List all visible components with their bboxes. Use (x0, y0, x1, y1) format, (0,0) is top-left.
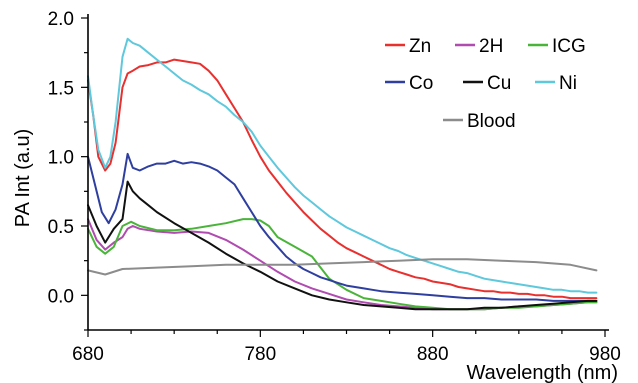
y-axis-title: PA Int (a.u) (12, 129, 34, 228)
legend-label-icg: ICG (552, 36, 586, 57)
axes (87, 14, 609, 331)
x-tick-label: 980 (589, 344, 621, 365)
ticks-layer: 680 780 880 980 0.0 0.5 1.0 1.5 2.0 (48, 9, 621, 365)
y-tick-label: 2.0 (48, 9, 74, 30)
series-line-ni (87, 37, 598, 294)
series-line-cu (87, 180, 598, 311)
y-tick-label: 1.5 (48, 78, 74, 99)
y-tick-label: 0.5 (48, 217, 74, 238)
series-line-co (87, 152, 598, 302)
x-tick-label: 880 (417, 344, 449, 365)
legend-label-zn: Zn (409, 36, 431, 57)
series-line-blood (87, 258, 598, 276)
series-line-zn (87, 58, 598, 300)
legend-label-blood: Blood (467, 111, 516, 132)
legend-label-ni: Ni (559, 73, 577, 94)
y-tick-label: 0.0 (48, 286, 74, 307)
x-tick-label: 780 (244, 344, 276, 365)
series-layer (87, 37, 598, 311)
legend-label-cu: Cu (487, 73, 511, 94)
legend: Zn 2H ICG Co Cu Ni Blood (385, 36, 586, 132)
x-tick-label: 680 (72, 344, 104, 365)
y-tick-label: 1.0 (48, 148, 74, 169)
legend-label-2h: 2H (479, 36, 503, 57)
legend-label-co: Co (409, 73, 433, 94)
series-line-2h (87, 218, 598, 311)
x-axis-title: Wavelength (nm) (466, 362, 618, 383)
